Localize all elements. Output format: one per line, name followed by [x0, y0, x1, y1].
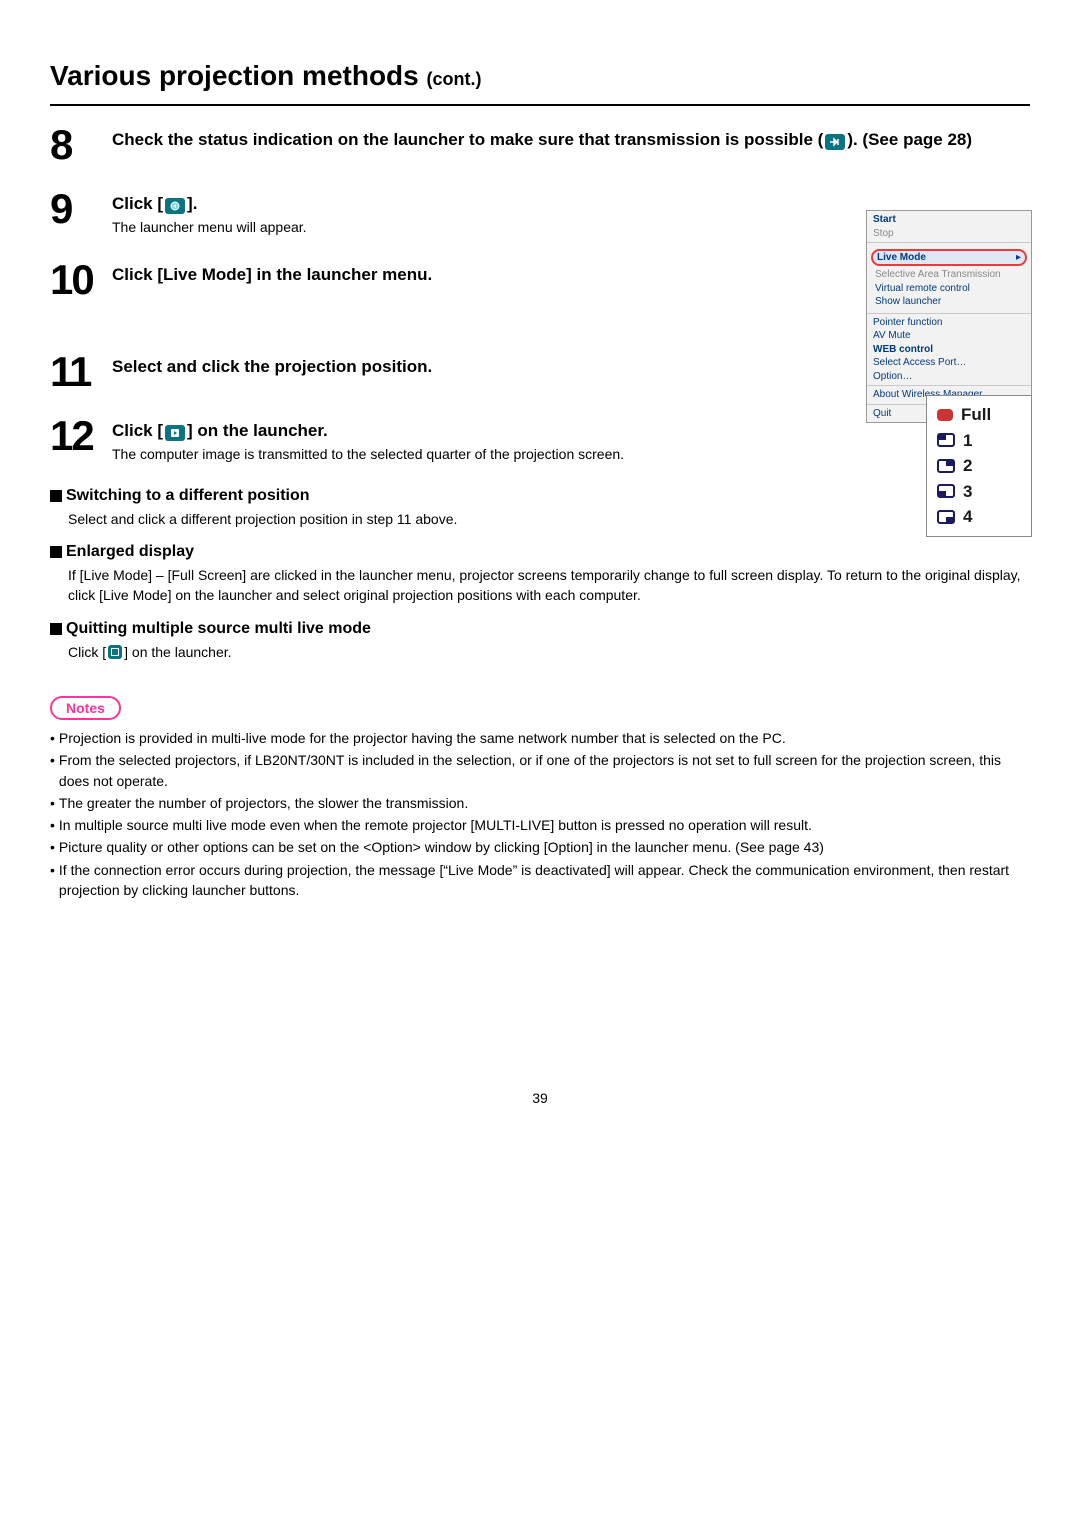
menu-selective-area[interactable]: Selective Area Transmission	[871, 268, 1027, 282]
quadrant-full-icon	[937, 409, 953, 421]
step-title-post: ] on the launcher.	[187, 421, 328, 440]
note-5: Picture quality or other options can be …	[59, 837, 1030, 857]
subtext-enlarged: If [Live Mode] – [Full Screen] are click…	[68, 565, 1030, 606]
quadrant-1-icon	[937, 433, 955, 447]
step-title-post: ). (See page 28)	[847, 130, 972, 149]
play-icon	[165, 425, 185, 441]
transmission-icon	[825, 134, 845, 150]
subhead-quitting: Quitting multiple source multi live mode	[50, 620, 1030, 638]
subtext-quitting: Click [] on the launcher.	[68, 642, 1030, 662]
quadrant-2-icon	[937, 459, 955, 473]
notes-label: Notes	[50, 696, 121, 720]
menu-pointer[interactable]: Pointer function	[873, 316, 1025, 330]
note-2: From the selected projectors, if LB20NT/…	[59, 750, 1030, 791]
title-cont: (cont.)	[427, 69, 482, 89]
subhead-switching: Switching to a different position	[50, 487, 1030, 505]
step-title-pre: Click [	[112, 194, 163, 213]
step-title-pre: Click [	[112, 421, 163, 440]
menu-stop[interactable]: Stop	[873, 227, 1025, 241]
step-number: 12	[50, 415, 108, 457]
step-number: 9	[50, 188, 108, 230]
position-2[interactable]: 2	[937, 453, 1021, 479]
quadrant-4-icon	[937, 510, 955, 524]
title-main: Various projection methods	[50, 60, 427, 91]
step-number: 11	[50, 351, 108, 393]
step-number: 8	[50, 124, 108, 166]
quadrant-3-icon	[937, 484, 955, 498]
menu-av-mute[interactable]: AV Mute	[873, 329, 1025, 343]
note-3: The greater the number of projectors, th…	[59, 793, 1030, 813]
menu-virtual-remote[interactable]: Virtual remote control	[871, 282, 1027, 296]
position-3[interactable]: 3	[937, 479, 1021, 505]
note-1: Projection is provided in multi-live mod…	[59, 728, 1030, 748]
position-1[interactable]: 1	[937, 428, 1021, 454]
menu-live-mode[interactable]: Live Mode▸	[871, 249, 1027, 266]
launcher-menu: Start Stop Live Mode▸ Selective Area Tra…	[866, 210, 1032, 423]
step-title-pre: Check the status indication on the launc…	[112, 130, 823, 149]
page-title: Various projection methods (cont.)	[50, 60, 1030, 92]
subhead-enlarged: Enlarged display	[50, 543, 1030, 561]
submenu-arrow-icon: ▸	[1016, 252, 1021, 263]
stop-icon	[108, 645, 122, 659]
note-4: In multiple source multi live mode even …	[59, 815, 1030, 835]
step-title: Check the status indication on the launc…	[112, 128, 1030, 152]
page-number: 39	[50, 1090, 1030, 1106]
step-title-post: ].	[187, 194, 197, 213]
note-6: If the connection error occurs during pr…	[59, 860, 1030, 901]
step-8: 8 Check the status indication on the lau…	[50, 124, 1030, 166]
position-full[interactable]: Full	[937, 402, 1021, 428]
menu-option[interactable]: Option…	[873, 370, 1025, 384]
subtext-switching: Select and click a different projection …	[68, 509, 1030, 529]
menu-show-launcher[interactable]: Show launcher	[871, 295, 1027, 309]
position-panel: Full 1 2 3 4	[926, 395, 1032, 537]
step-desc: The computer image is transmitted to the…	[112, 445, 1030, 465]
menu-web-control[interactable]: WEB control	[873, 344, 933, 355]
position-4[interactable]: 4	[937, 504, 1021, 530]
notes-list: •Projection is provided in multi-live mo…	[50, 728, 1030, 900]
menu-circle-icon	[165, 198, 185, 214]
title-rule	[50, 104, 1030, 106]
step-number: 10	[50, 259, 108, 301]
menu-access-port[interactable]: Select Access Port…	[873, 356, 1025, 370]
menu-start[interactable]: Start	[873, 214, 896, 225]
